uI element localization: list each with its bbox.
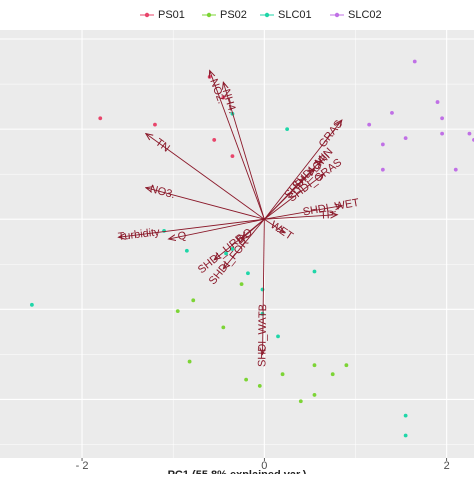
point-slc01	[312, 269, 317, 274]
legend-item-slc02: SLC02	[330, 9, 382, 21]
x-tick-label: 2	[444, 460, 450, 472]
point-ps02	[191, 298, 196, 303]
loading-arrow-tp	[264, 215, 337, 220]
point-slc02	[412, 59, 417, 64]
loading-arrow-shdi-for	[223, 218, 265, 269]
loading-label-shdi-watb: SHDI_WATB	[256, 304, 269, 367]
point-ps01	[207, 74, 212, 79]
x-tick-label: - 2	[76, 460, 89, 472]
point-slc01	[285, 127, 290, 132]
x-axis-ticks: - 2 0 2	[76, 458, 450, 472]
point-ps01	[212, 138, 217, 142]
point-slc02	[380, 167, 385, 172]
point-slc01	[246, 271, 250, 276]
point-ps01	[221, 95, 226, 100]
legend-label-slc01: SLC01	[278, 9, 312, 21]
point-slc01	[403, 413, 408, 418]
point-ps02	[312, 363, 317, 368]
loading-arrow-turbidity	[119, 218, 265, 237]
point-ps01	[230, 154, 235, 159]
point-slc01	[224, 251, 228, 256]
point-ps02	[330, 372, 335, 377]
point-slc01	[30, 302, 34, 307]
point-slc02	[390, 110, 394, 115]
loading-arrow-q	[169, 218, 265, 239]
loading-arrow-shdi-wet	[264, 206, 341, 220]
point-slc01	[230, 247, 235, 251]
point-ps02	[257, 384, 262, 388]
loading-arrow-shdi-urb	[214, 218, 265, 260]
x-tick-label: 0	[261, 460, 267, 472]
loading-arrow-shdi-gras	[264, 174, 323, 220]
legend-key-point	[264, 12, 270, 18]
point-slc02	[403, 136, 408, 141]
legend-item-slc01: SLC01	[260, 9, 312, 21]
point-ps01	[153, 122, 157, 127]
loading-label-tp: TP	[320, 209, 335, 222]
legend-key-point	[144, 12, 150, 18]
loading-label-q: Q	[177, 229, 188, 243]
plot-panel	[0, 30, 474, 458]
point-ps02	[280, 372, 285, 377]
x-axis-label: PC1 (55.8% explained var.)	[168, 469, 307, 474]
loading-arrow-nh4	[223, 82, 265, 220]
point-ps02	[244, 377, 249, 382]
point-ps01	[98, 116, 103, 121]
point-slc02	[467, 131, 472, 136]
legend-label-ps02: PS02	[220, 9, 247, 21]
loading-arrow-gras	[263, 120, 341, 220]
loading-arrow-wet	[264, 218, 284, 233]
point-slc02	[367, 122, 372, 127]
legend: PS01 PS02 SLC01 SLC02	[140, 9, 382, 21]
legend-key-point	[206, 12, 212, 18]
point-slc01	[162, 229, 166, 233]
point-ps02	[298, 399, 303, 404]
point-slc01	[184, 248, 189, 253]
point-ps02	[344, 363, 349, 368]
point-ps02	[312, 393, 317, 397]
legend-key-point	[334, 12, 340, 18]
legend-item-ps02: PS02	[202, 9, 247, 21]
point-ps02	[221, 325, 226, 330]
point-slc01	[403, 433, 408, 438]
legend-item-ps01: PS01	[140, 9, 185, 21]
point-ps02	[175, 309, 180, 314]
point-ps02	[187, 359, 192, 364]
loading-vectors	[119, 71, 342, 355]
legend-label-ps01: PS01	[158, 9, 185, 21]
point-slc02	[435, 100, 440, 104]
point-slc02	[440, 116, 444, 121]
loading-arrow-no2	[210, 71, 265, 220]
loading-label-turbidity: Turbidity	[117, 226, 160, 243]
point-ps02	[239, 282, 244, 286]
data-points	[30, 59, 474, 438]
loading-arrow-no3	[146, 188, 265, 220]
point-slc02	[440, 131, 444, 136]
point-slc01	[276, 334, 280, 339]
loading-arrow-shdi-watb	[263, 219, 265, 354]
loading-arrow-shdi-agri	[264, 169, 314, 220]
point-slc02	[380, 142, 385, 147]
point-slc02	[453, 167, 458, 172]
legend-label-slc02: SLC02	[348, 9, 382, 21]
loading-arrow-tn	[146, 134, 265, 220]
